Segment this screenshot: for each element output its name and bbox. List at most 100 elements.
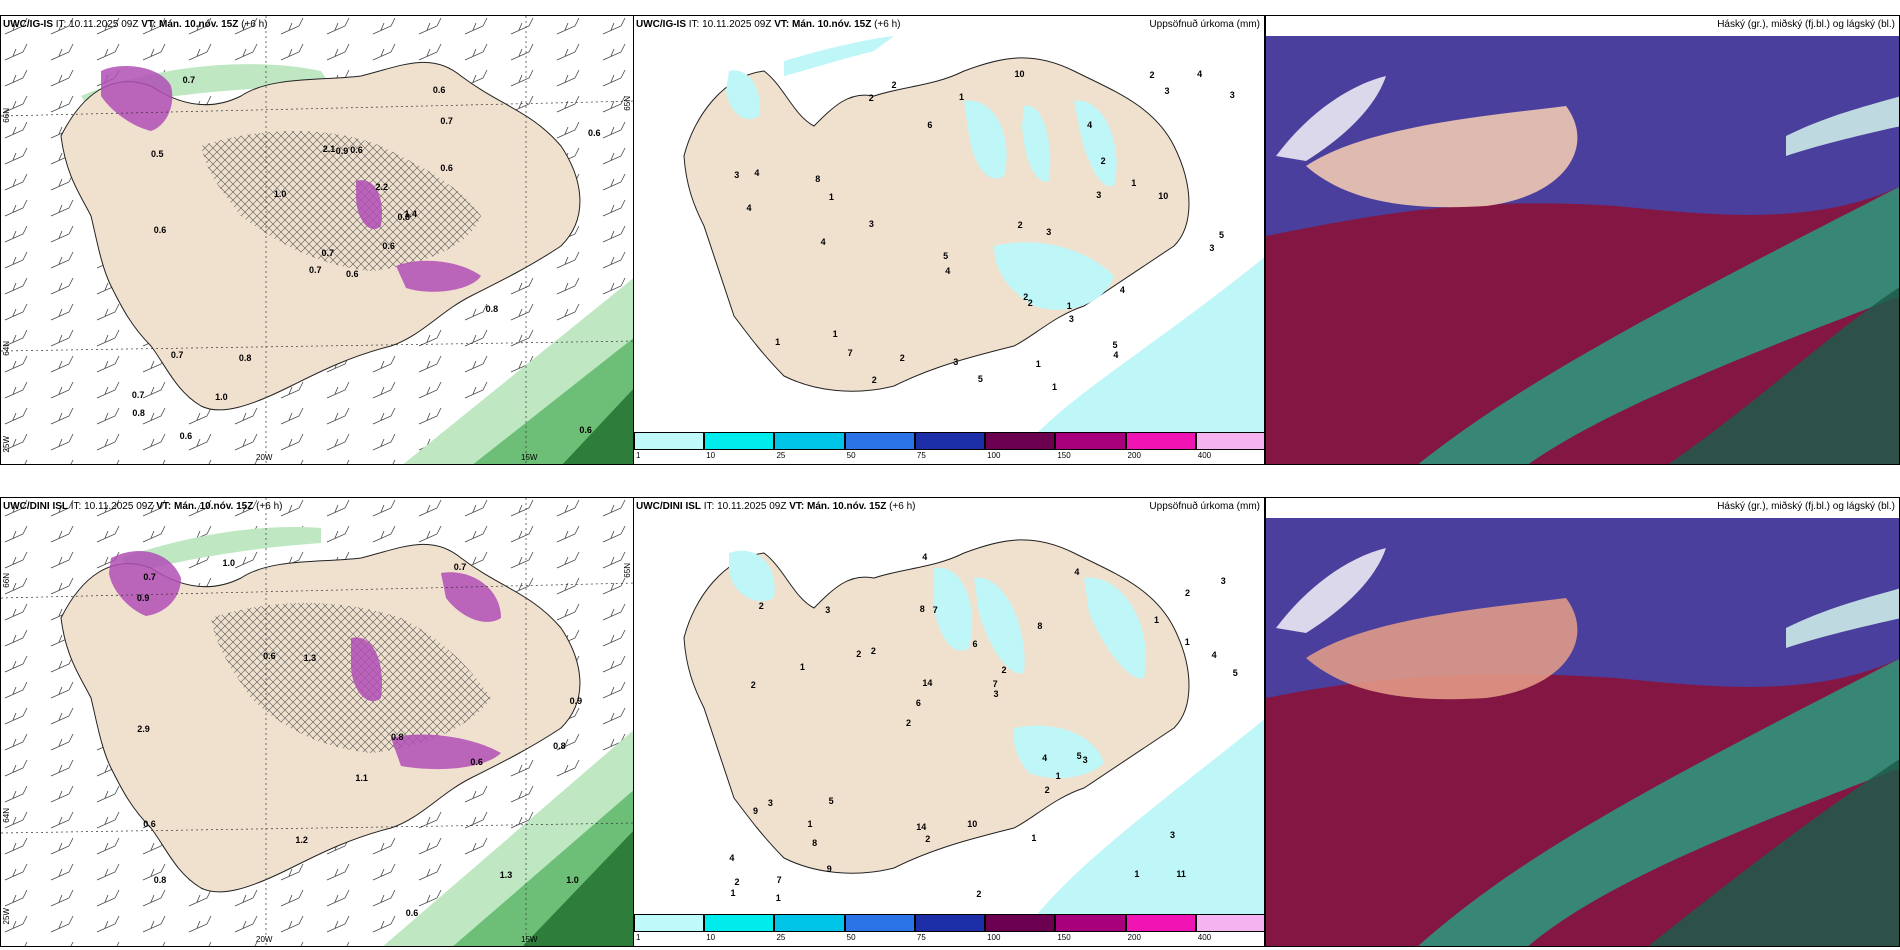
legend-tick: 75 <box>916 933 926 942</box>
value-label: 2 <box>758 600 764 611</box>
value-label: 14 <box>916 821 927 832</box>
value-label: 0.8 <box>390 731 404 742</box>
cloud-white-n <box>1276 76 1386 161</box>
value-label: 7 <box>992 678 998 689</box>
cloud-white-n <box>1276 548 1386 633</box>
value-label: 0.9 <box>569 696 583 707</box>
value-label: 4 <box>729 853 735 864</box>
value-label: 0.6 <box>587 127 601 138</box>
legend-swatch <box>844 432 915 450</box>
cloud-mid-band <box>1418 187 1899 464</box>
legend-swatch <box>844 914 915 932</box>
iceland-land <box>683 539 1190 874</box>
cloud-land-patch <box>1306 106 1578 208</box>
legend-swatch <box>1055 914 1126 932</box>
green-precip-nw <box>121 527 321 573</box>
cloud-dark-green <box>1668 287 1899 464</box>
value-label: 7 <box>932 604 938 615</box>
value-label: 1 <box>730 887 736 898</box>
value-label: 2 <box>870 646 876 657</box>
value-label: 2 <box>1100 156 1106 167</box>
value-label: 7 <box>776 874 782 885</box>
value-label: 0.6 <box>153 224 167 235</box>
value-label: 0.7 <box>309 265 322 276</box>
legend-tick: 400 <box>1197 451 1212 460</box>
purple-blob-e <box>391 734 501 770</box>
axis-label: 65N <box>623 563 632 578</box>
value-label: 4 <box>1074 567 1080 578</box>
value-label: 8 <box>1037 621 1043 632</box>
value-label: 0.6 <box>405 908 419 919</box>
value-label: 1.4 <box>404 208 418 219</box>
panel-title: UWC/DINI ISL IT: 10.11.2025 09Z VT: Mán.… <box>1268 501 1548 512</box>
cloud-dark-green <box>1648 759 1899 946</box>
value-label: 3 <box>1068 314 1074 325</box>
value-label: 1.3 <box>303 653 317 664</box>
panel-subtitle: Uppsöfnuð úrkoma (mm) <box>1149 19 1260 30</box>
value-label: 3 <box>1096 189 1102 200</box>
legend-tick: 25 <box>776 451 786 460</box>
value-label: 5 <box>1218 230 1224 241</box>
value-label: 1.2 <box>295 835 308 846</box>
value-label: 0.8 <box>553 740 566 751</box>
value-label: 4 <box>754 167 760 178</box>
wind-map <box>1 498 634 946</box>
legend-tick: 10 <box>706 451 716 460</box>
value-label: 8 <box>919 603 925 614</box>
precip-se <box>1013 725 1104 779</box>
value-label: 1 <box>828 192 834 203</box>
value-label: 0.6 <box>143 819 156 830</box>
precip-sea-se <box>1034 719 1264 918</box>
axis-label: 65N <box>623 96 632 111</box>
axis-label: 66N <box>2 573 11 588</box>
cloud-white-ne <box>1786 588 1899 648</box>
axis-label: 25W <box>2 908 11 925</box>
row2-wind-panel: UWC/DINI ISL IT: 10.11.2025 09Z VT: Mán.… <box>0 497 635 947</box>
value-label: 8 <box>812 838 818 849</box>
precip-ne <box>964 100 1007 179</box>
value-label: 0.6 <box>470 756 483 767</box>
value-label: 3 <box>1169 829 1175 840</box>
value-label: 2 <box>1184 588 1190 599</box>
value-label: 4 <box>945 266 951 277</box>
value-label: 1 <box>775 893 781 904</box>
precip-nw <box>726 70 760 120</box>
value-label: 5 <box>1076 750 1082 761</box>
value-label: 0.7 <box>321 248 334 259</box>
value-label: 6 <box>915 698 921 709</box>
value-label: 1 <box>832 329 838 340</box>
legend-tick: 100 <box>987 451 1001 460</box>
legend-tick: 75 <box>916 451 926 460</box>
value-label: 0.7 <box>131 389 145 400</box>
value-label: 4 <box>1087 120 1093 131</box>
axis-label: 64N <box>2 808 11 823</box>
value-label: 6 <box>927 119 933 130</box>
value-label: 1 <box>1184 636 1190 647</box>
panel-title: UWC/DINI ISL IT: 10.11.2025 09Z VT: Mán.… <box>636 501 916 512</box>
value-label: 9 <box>826 864 832 875</box>
legend-tick: 50 <box>846 451 856 460</box>
value-label: 0.7 <box>453 561 467 572</box>
value-label: 2 <box>891 79 897 90</box>
wind-map <box>1 16 634 464</box>
hatched-area <box>201 131 481 271</box>
value-label: 11 <box>1176 869 1186 880</box>
legend-swatch <box>1195 432 1264 450</box>
value-label: 2 <box>899 353 905 364</box>
precip-sea-n <box>784 36 894 76</box>
cloud-white-ne <box>1786 96 1899 156</box>
axis-label: 15W <box>521 935 538 944</box>
value-label: 2 <box>868 93 874 104</box>
cloud-map <box>1266 36 1899 464</box>
value-label: 1 <box>799 661 805 672</box>
legend-swatch <box>1195 914 1264 932</box>
legend-swatch <box>985 432 1056 450</box>
panel-subtitle: Háský (gr.), miðský (fj.bl.) og lágský (… <box>1717 19 1895 30</box>
row2-precip-panel: UWC/DINI ISL IT: 10.11.2025 09Z VT: Mán.… <box>633 497 1265 947</box>
cloud-land-patch <box>1306 598 1578 700</box>
value-label: 3 <box>734 169 740 180</box>
green-precip-dark <box>562 388 634 464</box>
value-label: 4 <box>746 202 752 213</box>
value-label: 3 <box>1046 226 1052 237</box>
legend-tick: 400 <box>1197 933 1212 942</box>
